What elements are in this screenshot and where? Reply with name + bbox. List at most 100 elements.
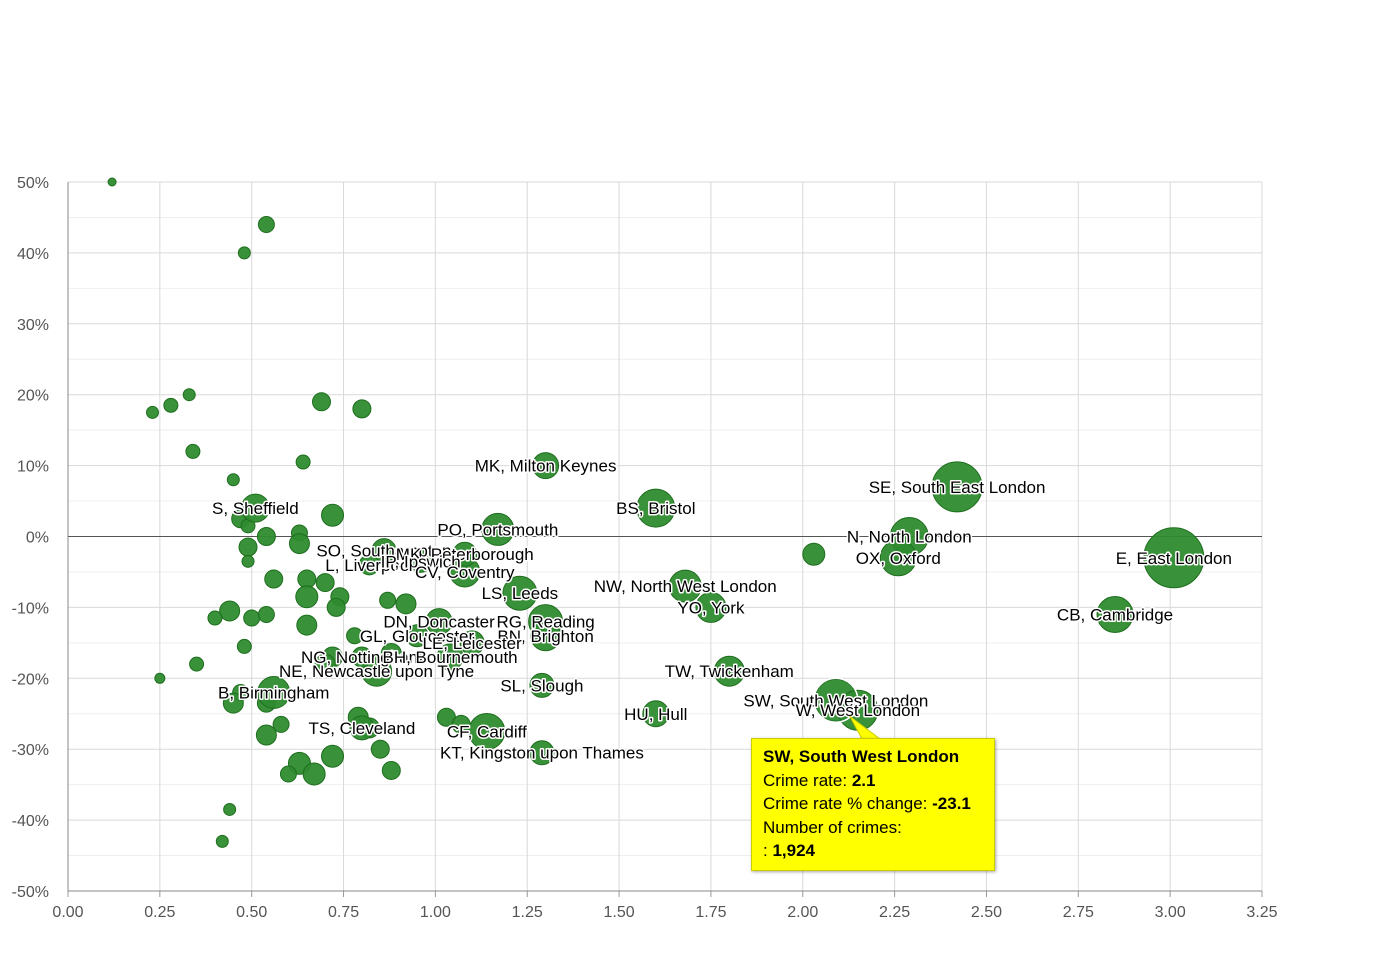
bubble xyxy=(256,527,276,546)
bubble xyxy=(237,246,251,260)
bubble xyxy=(315,573,335,593)
x-tick-label: 0.50 xyxy=(236,904,267,921)
bubble xyxy=(532,452,560,480)
bubble xyxy=(481,512,515,546)
point-label: YO, York xyxy=(677,598,745,617)
bubble xyxy=(295,585,319,609)
y-tick-label: -50% xyxy=(12,884,49,901)
point-label: LS, Leeds xyxy=(482,584,559,603)
bubble xyxy=(380,642,402,664)
point-label: E, East London xyxy=(1116,549,1232,568)
point-label: S, Sheffield xyxy=(212,499,299,518)
bubble xyxy=(296,614,318,636)
x-tick-label: 0.75 xyxy=(328,904,359,921)
x-tick-label: 0.25 xyxy=(144,904,175,921)
x-tick-label: 0.00 xyxy=(52,904,83,921)
bubble xyxy=(240,493,270,523)
bubble xyxy=(321,744,345,768)
point-label: NE, Newcastle upon Tyne xyxy=(279,662,474,681)
bubble xyxy=(405,624,429,648)
point-label: BS, Bristol xyxy=(616,499,695,518)
point-label: IP, Ipswich xyxy=(381,552,461,571)
bubble xyxy=(436,643,464,671)
bubble xyxy=(349,715,375,741)
point-label: CB, Cambridge xyxy=(1057,605,1173,624)
point-label: SE, South East London xyxy=(869,478,1046,497)
point-label: NG, Nottingham xyxy=(301,648,423,667)
bubble xyxy=(215,834,229,848)
y-tick-label: -40% xyxy=(12,813,49,830)
bubble xyxy=(352,399,372,419)
bubble xyxy=(236,638,252,654)
bubble xyxy=(222,692,244,714)
hovered-bubble-ring xyxy=(813,677,859,724)
bubble xyxy=(223,802,237,816)
point-label: CV, Coventry xyxy=(415,563,515,582)
bubble xyxy=(879,539,917,577)
bubble xyxy=(695,591,727,623)
bubble xyxy=(302,762,326,786)
x-tick-label: 2.75 xyxy=(1063,904,1094,921)
bubble xyxy=(371,538,397,564)
point-label: N, North London xyxy=(847,528,972,547)
tooltip-crimes-prefix: : xyxy=(763,841,768,860)
point-label: DN, Doncaster xyxy=(383,613,495,632)
bubble xyxy=(311,392,331,412)
bubble xyxy=(452,541,478,567)
bubble xyxy=(154,672,166,684)
bubble xyxy=(295,454,311,470)
tooltip-change: Crime rate % change: -23.1 xyxy=(763,792,983,816)
bubble xyxy=(346,627,364,645)
point-label: KT, Kingston upon Thames xyxy=(440,744,644,763)
bubble xyxy=(163,397,179,413)
x-tick-label: 3.00 xyxy=(1155,904,1186,921)
y-tick-label: 20% xyxy=(17,388,49,405)
y-tick-label: -10% xyxy=(12,600,49,617)
bubble xyxy=(272,715,290,733)
tooltip-change-value: -23.1 xyxy=(932,794,971,813)
point-label: BN, Brighton xyxy=(497,627,593,646)
bubble xyxy=(257,605,275,623)
bubble xyxy=(257,675,291,709)
y-tick-label: -30% xyxy=(12,742,49,759)
point-label: OX, Oxford xyxy=(856,549,941,568)
bubble xyxy=(1096,595,1134,633)
bubble xyxy=(802,542,826,566)
bubble xyxy=(288,533,310,555)
point-label: CF, Cardiff xyxy=(447,722,527,741)
bubble xyxy=(264,569,284,589)
y-tick-label: 40% xyxy=(17,246,49,263)
x-tick-label: 1.25 xyxy=(512,904,543,921)
bubble xyxy=(351,646,373,668)
point-label: NW, North West London xyxy=(594,577,777,596)
bubble xyxy=(668,569,702,603)
bubble xyxy=(425,608,453,636)
tooltip-crime-rate-value: 2.1 xyxy=(851,770,876,790)
bubble xyxy=(529,672,555,698)
point-label: TS, Cleveland xyxy=(309,719,416,738)
bubble xyxy=(243,609,261,627)
bubble xyxy=(226,473,240,487)
bubble xyxy=(185,443,201,459)
bubbles xyxy=(107,177,1205,848)
x-tick-label: 1.75 xyxy=(695,904,726,921)
x-tick-label: 1.00 xyxy=(420,904,451,921)
point-label: W, West London xyxy=(796,701,920,720)
bubble xyxy=(145,405,159,419)
point-label: LE, Leicester xyxy=(423,634,523,653)
bubble xyxy=(931,461,983,513)
tooltip-change-label: Crime rate % change: xyxy=(763,794,928,813)
bubble xyxy=(409,549,433,573)
bubble xyxy=(379,591,397,609)
bubble xyxy=(370,739,390,759)
tooltip-crime-rate-label: Crime rate: xyxy=(763,770,848,790)
bubble xyxy=(189,656,205,672)
bubble xyxy=(713,655,745,687)
bubble xyxy=(636,488,676,528)
tooltip: SW, South West London Crime rate: 2.1 Cr… xyxy=(751,738,995,871)
bubble xyxy=(238,537,258,557)
y-tick-label: -20% xyxy=(12,671,49,688)
x-tick-label: 3.25 xyxy=(1246,904,1277,921)
bubble xyxy=(468,712,506,750)
